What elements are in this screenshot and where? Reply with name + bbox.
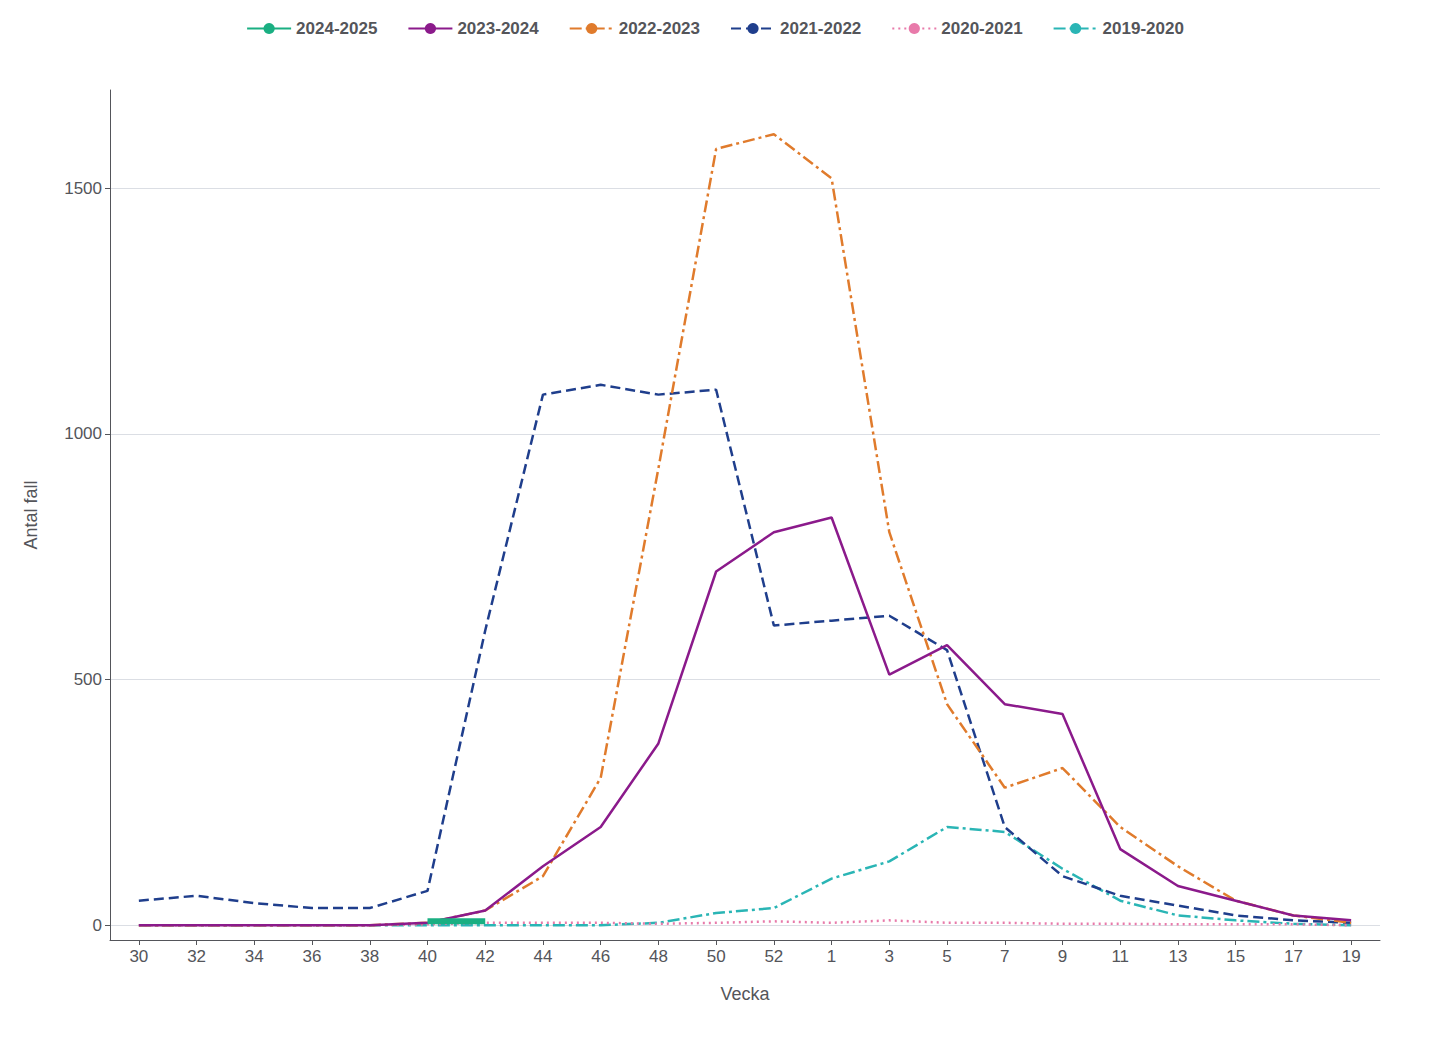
svg-text:46: 46 [591, 947, 610, 966]
svg-text:48: 48 [649, 947, 668, 966]
svg-text:17: 17 [1284, 947, 1303, 966]
svg-text:44: 44 [533, 947, 552, 966]
svg-text:34: 34 [245, 947, 264, 966]
svg-text:7: 7 [1000, 947, 1009, 966]
svg-text:3: 3 [885, 947, 894, 966]
svg-text:2019-2020: 2019-2020 [1103, 19, 1184, 38]
svg-text:2021-2022: 2021-2022 [780, 19, 861, 38]
svg-text:0: 0 [93, 916, 102, 935]
svg-text:1: 1 [827, 947, 836, 966]
svg-text:2022-2023: 2022-2023 [619, 19, 700, 38]
svg-text:36: 36 [303, 947, 322, 966]
svg-text:50: 50 [707, 947, 726, 966]
svg-text:Vecka: Vecka [720, 984, 770, 1004]
svg-text:38: 38 [360, 947, 379, 966]
svg-text:11: 11 [1111, 947, 1129, 966]
svg-text:52: 52 [764, 947, 783, 966]
svg-text:Antal fall: Antal fall [21, 480, 41, 549]
svg-text:2023-2024: 2023-2024 [457, 19, 539, 38]
svg-text:2020-2021: 2020-2021 [941, 19, 1022, 38]
svg-text:15: 15 [1226, 947, 1245, 966]
svg-text:500: 500 [74, 670, 102, 689]
svg-text:30: 30 [129, 947, 148, 966]
svg-text:1000: 1000 [64, 424, 102, 443]
svg-text:2024-2025: 2024-2025 [296, 19, 377, 38]
svg-text:42: 42 [476, 947, 495, 966]
svg-text:13: 13 [1168, 947, 1187, 966]
svg-text:9: 9 [1058, 947, 1067, 966]
svg-text:32: 32 [187, 947, 206, 966]
svg-text:1500: 1500 [64, 179, 102, 198]
svg-text:19: 19 [1342, 947, 1361, 966]
svg-text:40: 40 [418, 947, 437, 966]
svg-text:5: 5 [942, 947, 951, 966]
